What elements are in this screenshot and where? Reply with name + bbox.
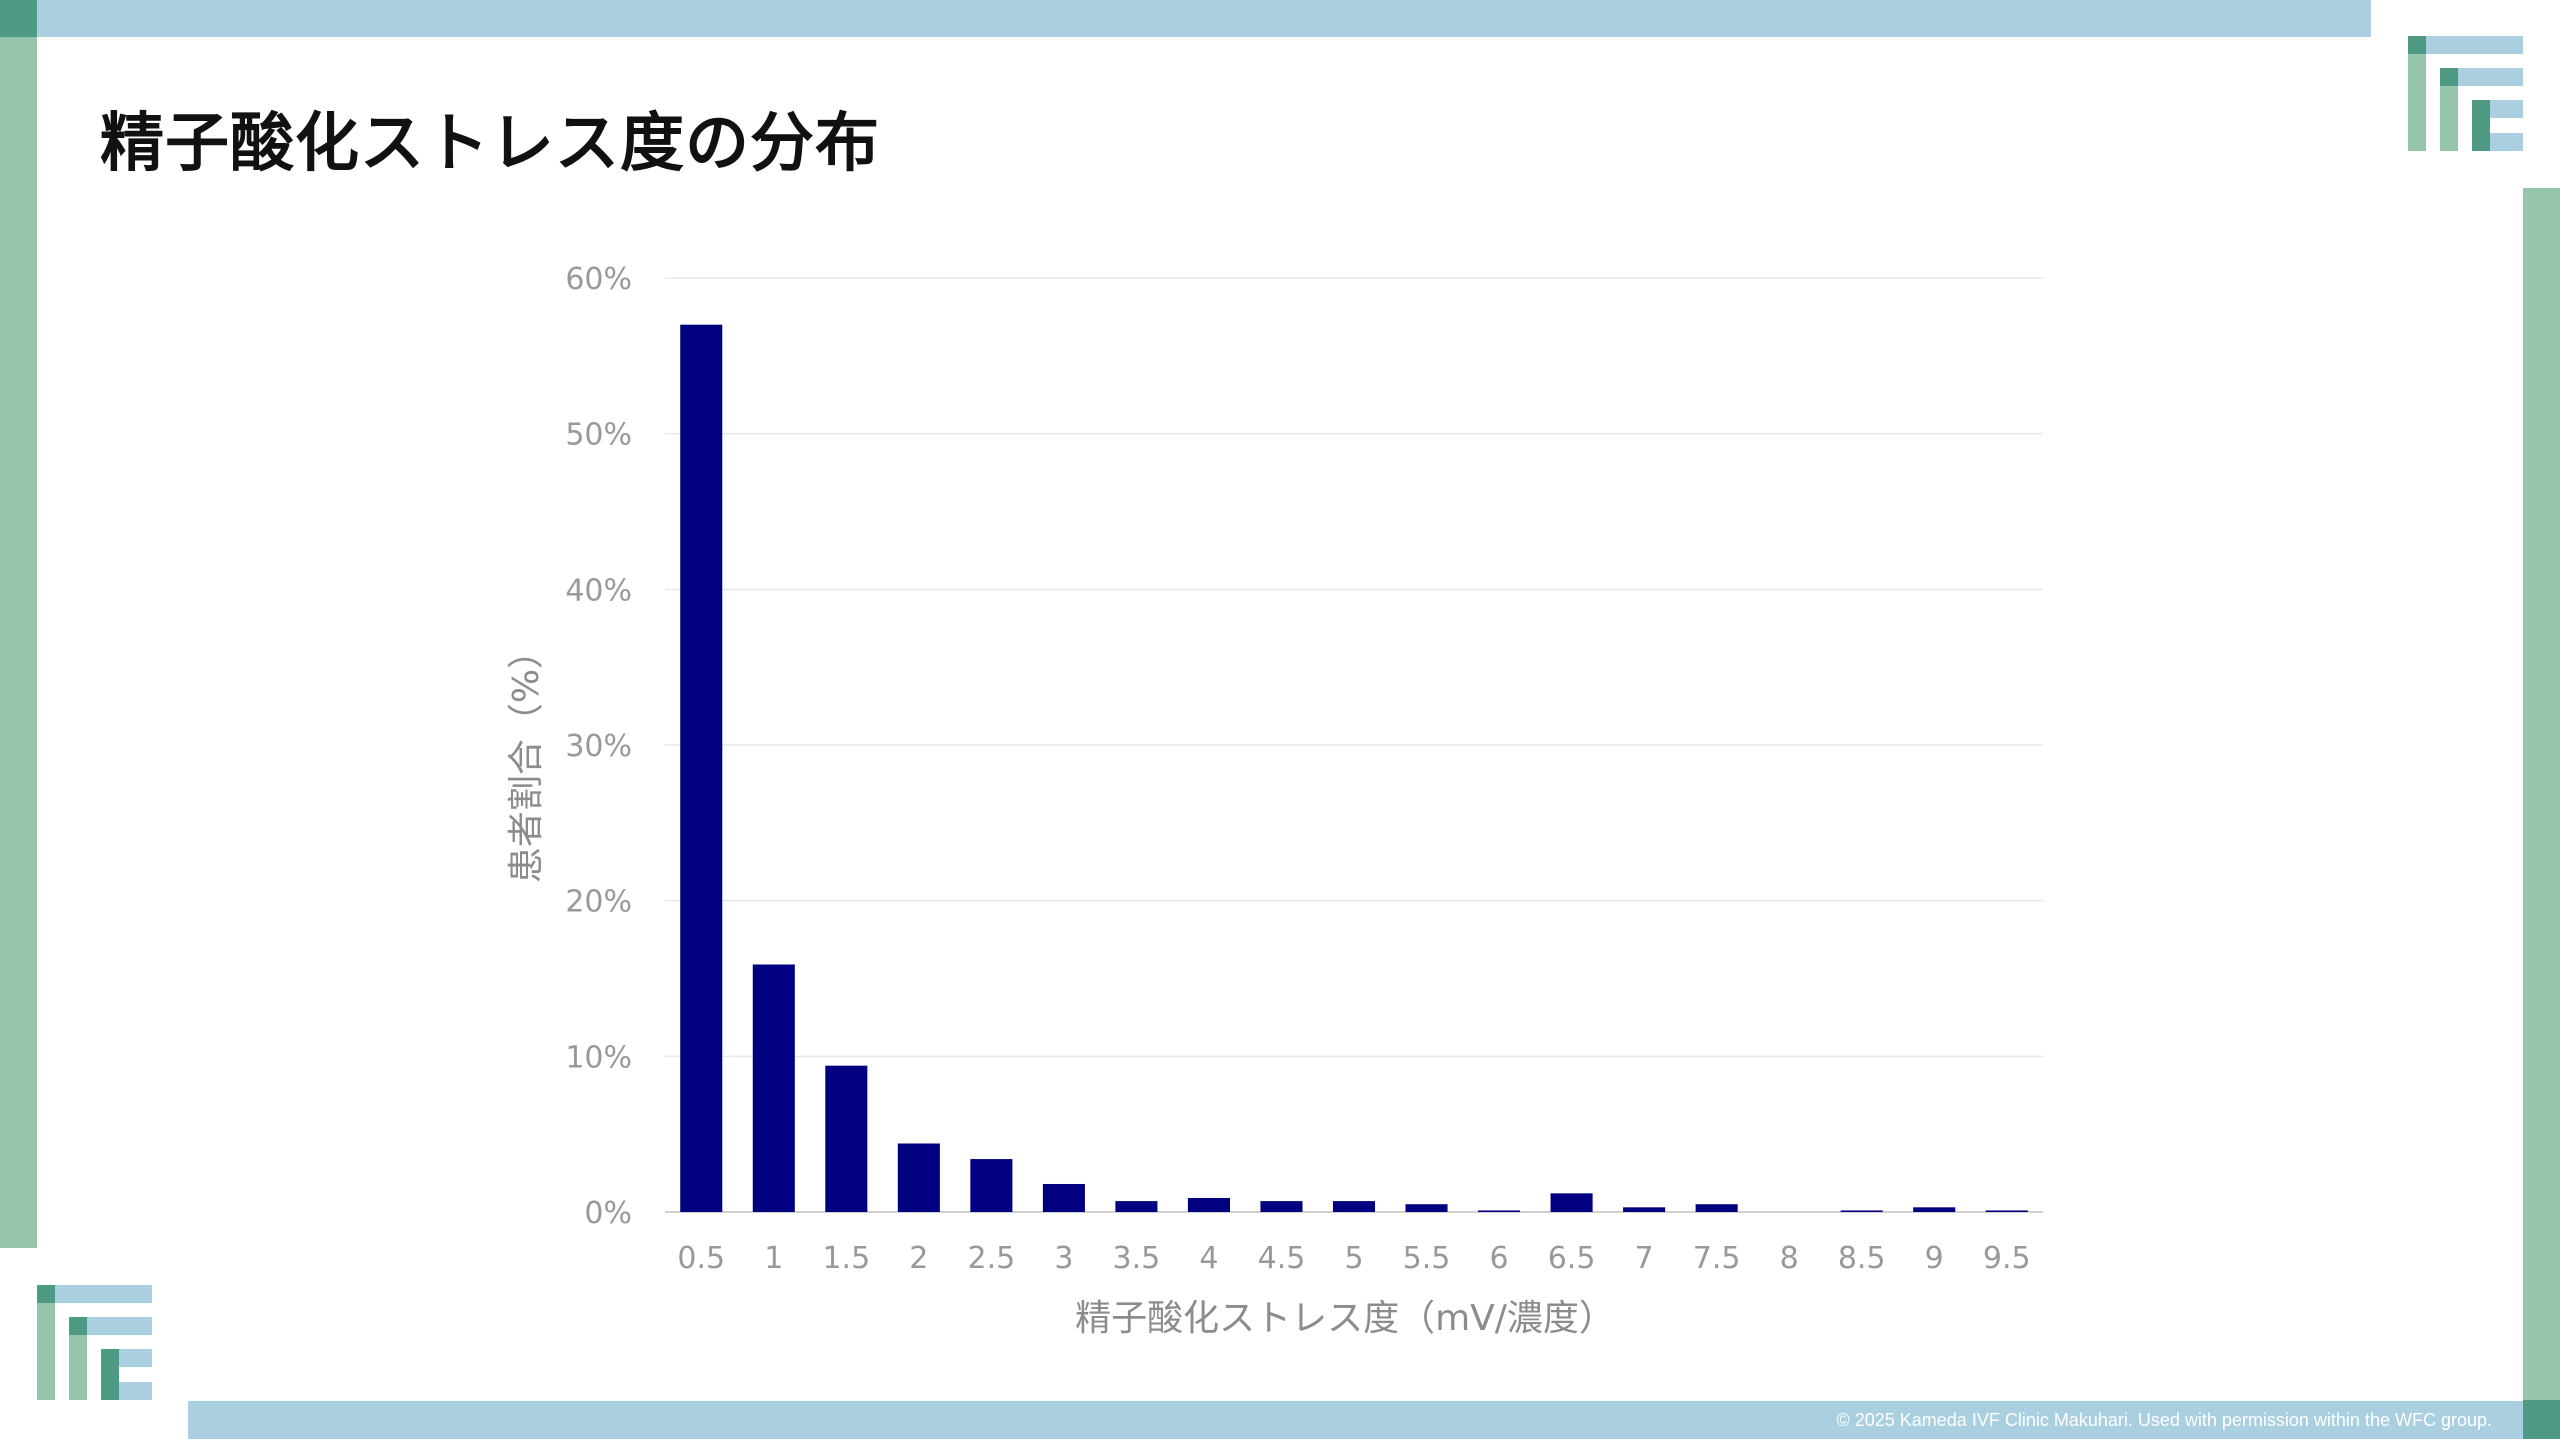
y-tick-label: 60% xyxy=(565,262,632,297)
bar xyxy=(825,1065,868,1212)
bar xyxy=(1405,1204,1448,1212)
x-tick-label: 1.5 xyxy=(822,1241,870,1276)
y-tick-label: 40% xyxy=(565,573,632,608)
bar xyxy=(1840,1210,1883,1212)
right-accent-bar xyxy=(2523,188,2560,1400)
x-tick-label: 6 xyxy=(1490,1241,1509,1276)
copyright-notice: © 2025 Kameda IVF Clinic Makuhari. Used … xyxy=(1836,1410,2492,1430)
bottom-accent-bar xyxy=(188,1401,2523,1439)
y-tick-label: 50% xyxy=(565,418,632,453)
x-axis-label: 精子酸化ストレス度（mV/濃度） xyxy=(1075,1298,1615,1339)
top-accent-bar xyxy=(0,0,2371,37)
bar xyxy=(1478,1210,1521,1212)
x-tick-label: 5.5 xyxy=(1403,1241,1451,1276)
bottom-right-corner-block xyxy=(2523,1400,2560,1439)
bar xyxy=(970,1159,1013,1212)
x-axis-ticks: 0.5 1 1.5 2 2.5 3 3.5 4 4.5 5 5.5 6 6.5 7 7.5 8 8.5 9 9.5 xyxy=(677,1241,2030,1276)
bar xyxy=(752,964,795,1212)
x-tick-label: 1 xyxy=(764,1241,783,1276)
x-tick-label: 4 xyxy=(1199,1241,1218,1276)
x-tick-label: 0.5 xyxy=(677,1241,725,1276)
x-tick-label: 3 xyxy=(1054,1241,1073,1276)
x-tick-label: 8 xyxy=(1780,1241,1799,1276)
x-tick-label: 5 xyxy=(1344,1241,1363,1276)
bar xyxy=(680,324,723,1212)
bar xyxy=(897,1143,940,1212)
bar xyxy=(1913,1207,1956,1212)
x-tick-label: 3.5 xyxy=(1113,1241,1161,1276)
logo-icon xyxy=(2408,36,2523,151)
top-left-corner-block xyxy=(0,0,37,37)
bar xyxy=(1042,1183,1085,1212)
x-tick-label: 8.5 xyxy=(1838,1241,1886,1276)
bar xyxy=(1115,1201,1158,1212)
bar xyxy=(1623,1207,1666,1212)
bar xyxy=(1332,1201,1376,1212)
bar xyxy=(1187,1197,1230,1212)
x-tick-label: 2 xyxy=(909,1241,928,1276)
y-axis-ticks: 0% 10% 20% 30% 40% 50% 60% xyxy=(565,262,632,1231)
x-tick-label: 4.5 xyxy=(1258,1241,1306,1276)
y-tick-label: 0% xyxy=(584,1196,632,1231)
x-tick-label: 7 xyxy=(1635,1241,1654,1276)
y-tick-label: 20% xyxy=(565,885,632,920)
bar xyxy=(1985,1210,2028,1212)
logo-icon xyxy=(37,1285,152,1400)
bar xyxy=(1550,1193,1593,1212)
chart-gridlines xyxy=(665,277,2043,1213)
page-title: 精子酸化ストレス度の分布 xyxy=(100,107,880,181)
x-tick-label: 6.5 xyxy=(1548,1241,1596,1276)
bar xyxy=(1260,1201,1303,1212)
y-tick-label: 10% xyxy=(565,1040,632,1075)
y-tick-label: 30% xyxy=(565,729,632,764)
x-tick-label: 2.5 xyxy=(968,1241,1016,1276)
bar xyxy=(1695,1204,1738,1212)
y-axis-label: 患者割合（%） xyxy=(506,633,547,883)
left-accent-bar xyxy=(0,37,37,1248)
chart-bars xyxy=(680,324,2028,1212)
x-tick-label: 9.5 xyxy=(1983,1241,2031,1276)
x-tick-label: 7.5 xyxy=(1693,1241,1741,1276)
x-tick-label: 9 xyxy=(1925,1241,1944,1276)
